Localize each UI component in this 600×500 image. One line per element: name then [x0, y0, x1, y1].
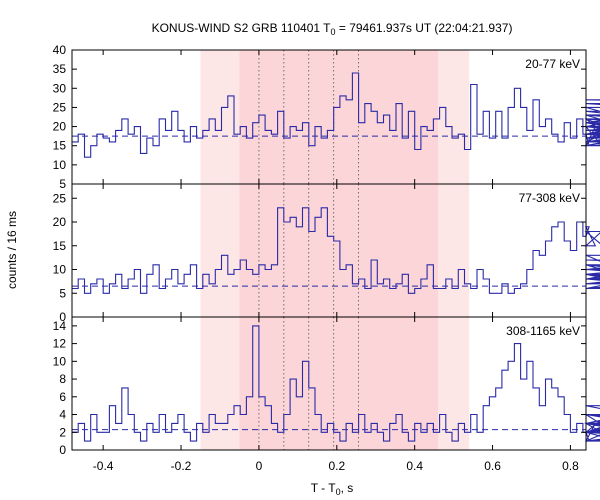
shaded-interval-dark [239, 317, 439, 450]
energy-band-label: 308-1165 keV [506, 324, 580, 338]
y-tick-label: 0 [59, 443, 66, 457]
x-tick-label: 0.6 [484, 459, 501, 473]
x-tick-label: -0.4 [93, 459, 114, 473]
count-histogram-3 [72, 325, 600, 442]
y-tick-label: 12 [53, 337, 67, 351]
y-tick-label: 8 [59, 372, 66, 386]
y-tick-label: 35 [53, 62, 67, 76]
y-tick-label: 4 [59, 408, 66, 422]
energy-band-label: 20-77 keV [525, 57, 580, 71]
energy-band-label: 77-308 keV [519, 191, 580, 205]
y-tick-label: 0 [59, 310, 66, 324]
y-tick-label: 10 [53, 354, 67, 368]
y-tick-label: 20 [53, 215, 67, 229]
y-tick-label: 6 [59, 390, 66, 404]
y-tick-label: 14 [53, 319, 67, 333]
x-axis-label: T - T0, s [311, 481, 354, 497]
y-axis-label: counts / 16 ms [5, 211, 19, 289]
y-tick-label: 20 [53, 120, 67, 134]
y-tick-label: 5 [59, 177, 66, 191]
chart-title: KONUS-WIND S2 GRB 110401 T0 = 79461.937s… [152, 21, 513, 37]
y-tick-label: 40 [53, 43, 67, 57]
shaded-interval-dark [239, 184, 439, 317]
count-histogram-1 [72, 72, 600, 158]
y-tick-label: 5 [59, 286, 66, 300]
y-tick-label: 15 [53, 239, 67, 253]
x-tick-label: 0.4 [406, 459, 423, 473]
y-tick-label: 25 [53, 100, 67, 114]
y-tick-label: 30 [53, 81, 67, 95]
x-tick-label: -0.2 [171, 459, 192, 473]
count-histogram-2 [72, 207, 600, 294]
y-tick-label: 10 [53, 158, 67, 172]
y-tick-label: 15 [53, 139, 67, 153]
y-tick-label: 10 [53, 263, 67, 277]
x-tick-label: 0.8 [562, 459, 579, 473]
panel-frame [71, 316, 587, 451]
x-tick-label: 0.2 [328, 459, 345, 473]
shaded-interval-dark [239, 50, 439, 184]
y-tick-label: 25 [53, 191, 67, 205]
y-tick-label: 2 [59, 425, 66, 439]
x-tick-label: 0 [256, 459, 263, 473]
